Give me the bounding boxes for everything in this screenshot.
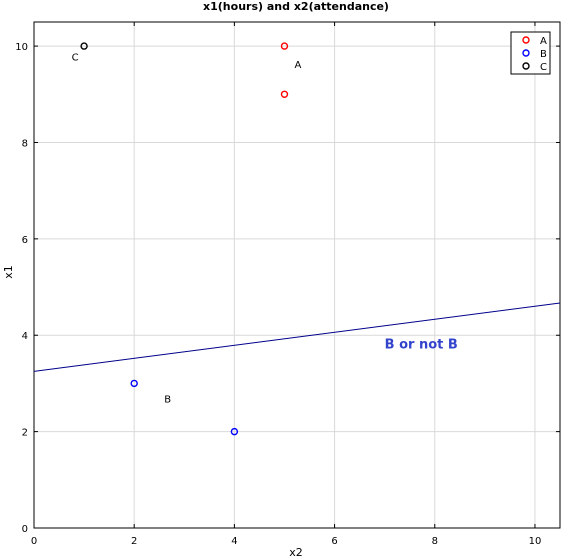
plot-frame [33,21,561,529]
x-tick-label: 0 [31,536,37,547]
x-tick-label: 10 [529,536,542,547]
legend-entry-label: B [540,49,547,60]
decision-line-layer: B or not B [33,302,561,372]
point-series-a [280,90,289,98]
y-axis-label: x1 [2,265,15,279]
grid [34,22,560,528]
cluster-label: C [72,53,79,64]
x-tick-label: 8 [432,536,438,547]
y-tick-label: 4 [22,331,28,342]
x-tick-label: 4 [231,536,237,547]
legend-entry-label: C [540,62,547,73]
point-series-b [230,427,239,436]
legend-marker [522,62,530,70]
axis-ticks: 0 2 4 6 8 10 0 2 4 6 8 10 [15,22,560,547]
point-series-c [80,42,88,50]
y-tick-label: 6 [22,235,28,246]
x-tick-label: 6 [331,536,337,547]
legend: ABC [510,31,551,75]
cluster-labels-layer: A B C [72,53,302,406]
legend-box [510,31,551,75]
x-axis-label: x2 [289,546,303,559]
legend-entry-label: A [540,36,547,47]
y-tick-label: 10 [15,42,28,53]
y-tick-label: 2 [22,428,28,439]
x-tick-label: 2 [131,536,137,547]
point-series-a [280,42,289,50]
cluster-label: A [294,60,301,71]
decision-line-label: B or not B [385,338,458,353]
decision-boundary-line [33,302,561,372]
chart-title: x1(hours) and x2(attendance) [203,0,389,13]
y-tick-label: 8 [22,138,28,149]
legend-marker [522,49,530,57]
legend-marker [522,36,530,44]
points-layer [80,42,289,436]
cluster-label: B [164,395,171,406]
point-series-b [130,379,138,388]
y-tick-label: 0 [22,524,28,535]
